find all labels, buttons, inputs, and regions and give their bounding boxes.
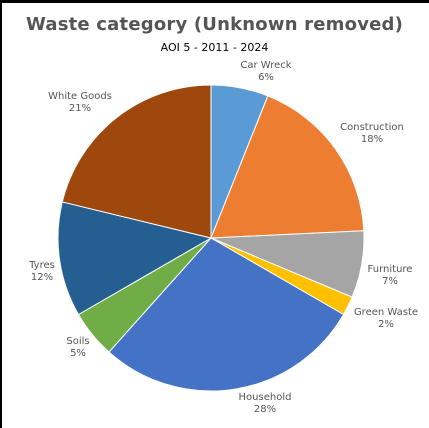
pie-slice-white-goods [61,84,212,239]
slice-label-name: Construction [340,122,404,133]
slice-label-name: Green Waste [354,307,418,318]
pie-slice-construction [210,95,365,239]
chart-subtitle: AOI 5 - 2011 - 2024 [160,41,269,54]
slice-label-percent: 7% [382,276,398,287]
slice-label-name: Tyres [28,260,55,271]
pie-slice-household [108,237,345,392]
slice-label-name: Car Wreck [240,60,291,71]
slice-label-name: Furniture [368,264,413,275]
slice-label-soils: Soils 5% [66,336,89,359]
slice-label-percent: 18% [361,134,383,145]
slice-label-name: Soils [66,336,89,347]
slice-label-white-goods: White Goods 21% [48,91,112,114]
slice-label-green-waste: Green Waste 2% [354,307,418,330]
slice-label-percent: 5% [70,348,86,359]
slice-label-car-wreck: Car Wreck 6% [240,60,291,83]
pie-slice-tyres [57,201,213,316]
slice-label-furniture: Furniture 7% [368,264,413,287]
slice-label-percent: 28% [254,404,276,415]
slice-label-household: Household 28% [239,392,292,415]
slice-label-construction: Construction 18% [340,122,404,145]
slice-label-percent: 12% [31,272,53,283]
slice-label-percent: 2% [378,319,394,330]
slice-label-percent: 21% [69,103,91,114]
slice-label-tyres: Tyres 12% [28,260,55,283]
slice-label-percent: 6% [258,72,274,83]
slice-label-name: Household [239,392,292,403]
chart-title: Waste category (Unknown removed) [25,14,404,35]
slice-label-name: White Goods [48,91,112,102]
